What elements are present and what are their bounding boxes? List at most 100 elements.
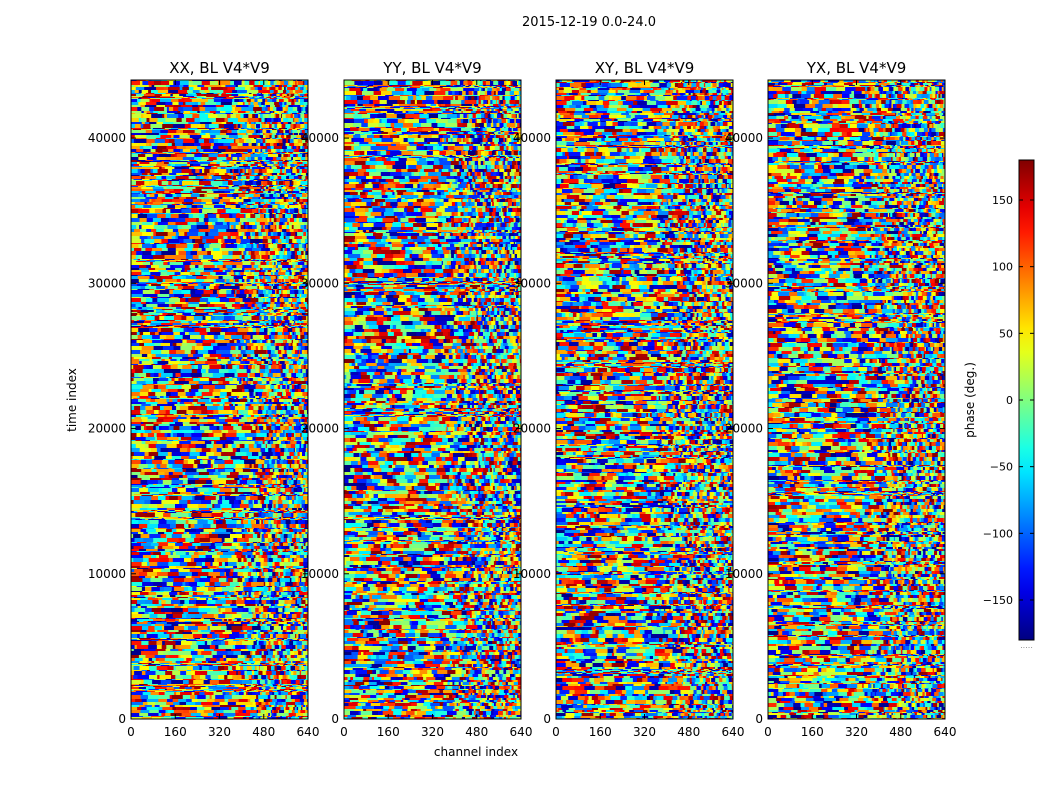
heatmap-cell: [279, 229, 283, 232]
heatmap-cell: [182, 87, 190, 90]
heatmap-cell: [294, 191, 300, 193]
heatmap-cell: [151, 389, 162, 392]
heatmap-cell: [243, 213, 248, 214]
heatmap-cell: [136, 340, 143, 343]
heatmap-cell: [250, 259, 254, 260]
heatmap-cell: [306, 297, 308, 298]
heatmap-cell: [213, 191, 225, 193]
heatmap-cell: [284, 364, 287, 365]
heatmap-cell: [302, 85, 305, 87]
heatmap-cell: [287, 323, 290, 325]
heatmap-cell: [297, 105, 301, 107]
heatmap-cell: [245, 361, 250, 364]
heatmap-cell: [296, 364, 299, 365]
heatmap-cell: [216, 265, 223, 268]
heatmap-cell: [257, 205, 259, 208]
heatmap-cell: [300, 275, 306, 276]
heatmap-cell: [239, 323, 244, 325]
heatmap-cell: [292, 113, 298, 114]
heatmap-cell: [263, 94, 269, 96]
heatmap-cell: [280, 180, 285, 181]
heatmap-cell: [258, 310, 262, 312]
heatmap-cell: [219, 248, 223, 251]
heatmap-cell: [201, 81, 211, 85]
heatmap-cell: [221, 107, 233, 111]
heatmap-cell: [267, 146, 271, 149]
heatmap-cell: [263, 389, 265, 392]
heatmap-cell: [296, 339, 300, 340]
heatmap-cell: [283, 181, 286, 185]
heatmap-cell: [271, 97, 274, 98]
heatmap-cell: [276, 361, 279, 364]
heatmap-cell: [282, 290, 288, 294]
heatmap-cell: [257, 323, 261, 325]
heatmap-cell: [280, 309, 282, 310]
heatmap-cell: [180, 129, 189, 130]
heatmap-cell: [256, 225, 262, 229]
heatmap-cell: [297, 315, 299, 316]
heatmap-cell: [154, 85, 167, 87]
heatmap-cell: [274, 284, 280, 286]
heatmap-cell: [131, 154, 139, 157]
heatmap-cell: [205, 361, 218, 364]
heatmap-cell: [295, 275, 297, 276]
heatmap-cell: [294, 204, 299, 205]
heatmap-cell: [177, 93, 189, 94]
heatmap-cell: [303, 357, 308, 359]
heatmap-cell: [296, 214, 301, 218]
heatmap-cell: [209, 284, 216, 286]
heatmap-cell: [281, 272, 286, 275]
heatmap-cell: [268, 229, 274, 232]
heatmap-cell: [260, 139, 263, 143]
heatmap-cell: [220, 350, 231, 354]
heatmap-cell: [266, 304, 271, 307]
heatmap-cell: [135, 205, 144, 208]
heatmap-cell: [304, 350, 308, 354]
heatmap-cell: [286, 232, 291, 236]
heatmap-cell: [275, 259, 280, 260]
heatmap-cell: [137, 99, 141, 102]
heatmap-cell: [166, 297, 171, 298]
heatmap-cell: [251, 160, 256, 161]
heatmap-cell: [284, 286, 288, 289]
heatmap-cell: [296, 343, 299, 346]
heatmap-cell: [281, 297, 284, 298]
heatmap-cell: [229, 161, 238, 162]
heatmap-cell: [238, 321, 241, 323]
heatmap-cell: [306, 320, 308, 321]
heatmap-cell: [252, 302, 256, 304]
heatmap-cell: [232, 354, 237, 357]
heatmap-cell: [282, 162, 288, 164]
heatmap-cell: [253, 309, 255, 310]
heatmap-cell: [248, 389, 255, 392]
heatmap-cell: [142, 339, 146, 340]
heatmap-cell: [197, 133, 201, 135]
heatmap-cell: [297, 175, 303, 176]
heatmap-cell: [285, 93, 288, 94]
heatmap-cell: [209, 118, 217, 122]
heatmap-cell: [296, 294, 301, 297]
heatmap-cell: [268, 114, 272, 118]
heatmap-cell: [277, 321, 282, 323]
heatmap-cell: [249, 339, 254, 340]
heatmap-cell: [287, 275, 292, 276]
heatmap-cell: [164, 302, 176, 304]
heatmap-cell: [201, 369, 206, 373]
heatmap-cell: [141, 98, 151, 99]
heatmap-cell: [293, 229, 299, 232]
heatmap-cell: [282, 354, 288, 357]
heatmap-cell: [210, 325, 215, 326]
heatmap-cell: [239, 164, 244, 166]
heatmap-cell: [205, 138, 211, 139]
heatmap-cell: [276, 149, 281, 152]
heatmap-cell: [167, 272, 175, 275]
heatmap-cell: [237, 320, 243, 321]
heatmap-cell: [271, 161, 276, 162]
heatmap-cell: [299, 339, 303, 340]
heatmap-cell: [279, 354, 283, 357]
heatmap-cell: [248, 312, 255, 313]
heatmap-cell: [148, 284, 152, 286]
heatmap-cell: [135, 87, 145, 90]
heatmap-cell: [272, 169, 275, 173]
heatmap-cell: [134, 320, 138, 321]
